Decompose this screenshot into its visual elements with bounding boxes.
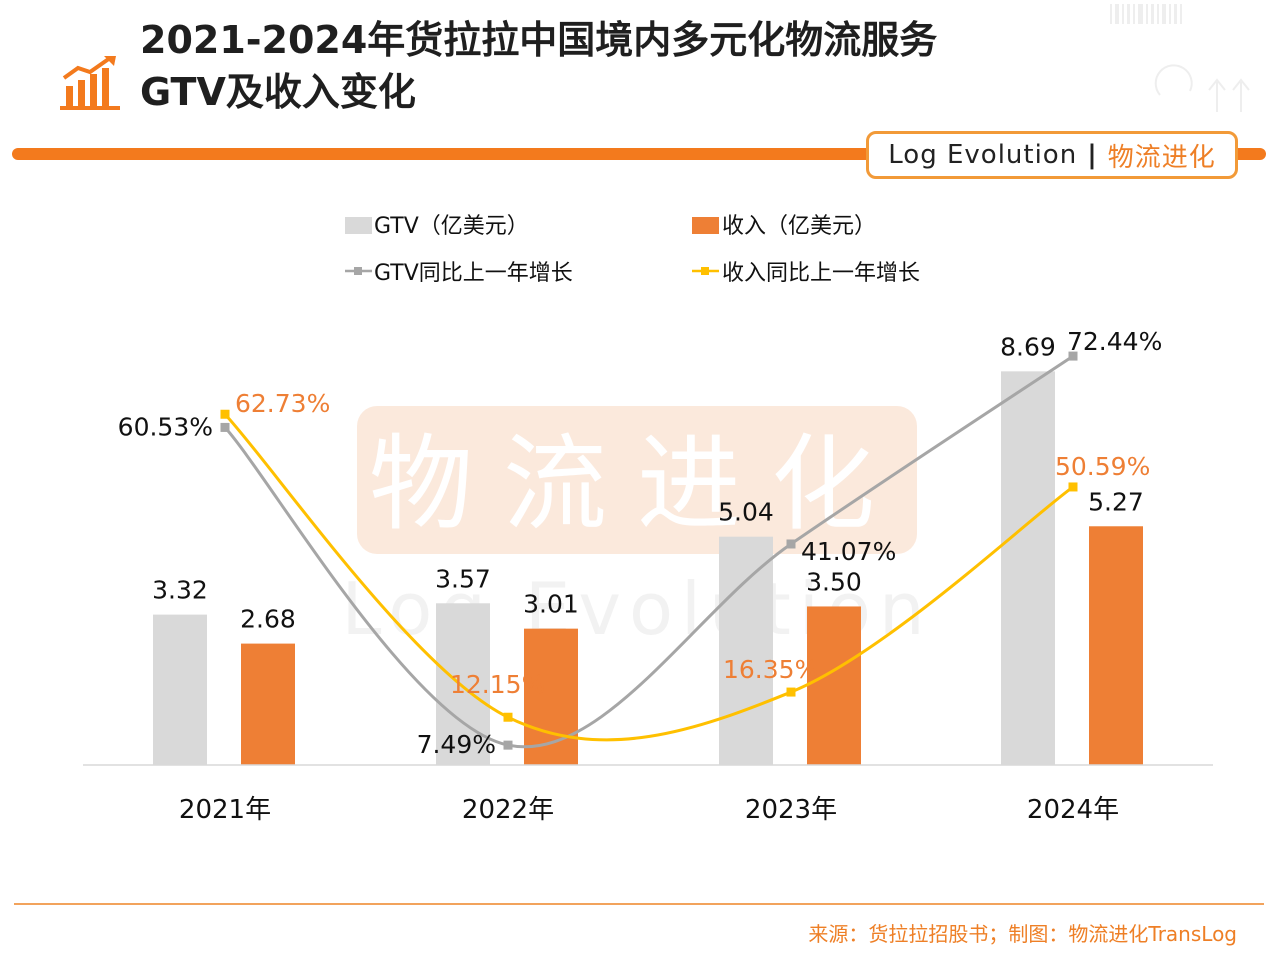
x-tick-label-3: 2024年 [1027, 795, 1119, 825]
marker-revenue-growth-3 [1068, 482, 1078, 492]
data-label-revenue-growth-2: 16.35% [723, 655, 818, 684]
marker-gtv-growth-1 [503, 740, 513, 750]
marker-revenue-growth-0 [220, 409, 230, 419]
data-label-gtv-0: 3.32 [152, 576, 208, 605]
legend-swatch-revenue [692, 217, 719, 234]
x-tick-label-0: 2021年 [179, 795, 271, 825]
bar-revenue-2 [807, 606, 861, 765]
data-labels: 3.32 3.57 5.04 8.69 2.68 3.01 3.50 5.27 60.53% 7.… [118, 327, 1163, 759]
marker-revenue-growth-2 [786, 687, 796, 697]
marker-revenue-growth-1 [503, 712, 513, 722]
line-gtv-growth [223, 354, 1074, 749]
data-label-gtv-growth-0: 60.53% [118, 412, 213, 441]
watermark-text-cn: 物流进化 [369, 423, 905, 545]
brand-separator: | [1087, 140, 1098, 170]
bar-gtv-2 [719, 536, 773, 765]
x-axis-ticks: 2021年 2022年 2023年 2024年 [179, 795, 1119, 825]
chart-title: 2021-2024年货拉拉中国境内多元化物流服务 GTV及收入变化 [140, 14, 937, 118]
bar-chart-icon [60, 56, 120, 110]
legend-label-gtv: GTV（亿美元） [374, 214, 529, 239]
watermark-box [357, 406, 917, 554]
data-label-gtv-1: 3.57 [435, 564, 491, 593]
marker-gtv-growth-3 [1068, 351, 1078, 361]
bar-revenue-0 [241, 643, 295, 765]
bar-gtv-0 [153, 614, 207, 765]
marker-gtv-growth-0 [220, 422, 230, 432]
data-label-gtv-growth-2: 41.07% [801, 537, 896, 566]
legend-label-revenue-growth: 收入同比上一年增长 [722, 261, 920, 286]
data-label-revenue-2: 3.50 [806, 567, 862, 596]
data-label-revenue-0: 2.68 [240, 605, 296, 634]
legend-label-gtv-growth: GTV同比上一年增长 [374, 261, 573, 286]
brand-name-en: Log Evolution [888, 140, 1078, 170]
data-label-gtv-2: 5.04 [718, 498, 774, 527]
legend-swatch-gtv [345, 217, 372, 234]
brand-name-cn: 物流进化 [1107, 142, 1216, 173]
data-label-revenue-1: 3.01 [523, 590, 579, 619]
shipping-label-watermark [1110, 4, 1250, 112]
marker-gtv-growth-2 [786, 539, 796, 549]
legend-label-revenue: 收入（亿美元） [722, 214, 876, 239]
bar-series [153, 371, 1143, 765]
bar-gtv-1 [436, 603, 490, 765]
source-note: 来源：货拉拉招股书；制图：物流进化TransLog [808, 922, 1237, 946]
line-series [220, 351, 1078, 750]
data-label-gtv-growth-1: 7.49% [417, 730, 496, 759]
legend-marker-gtv-growth [354, 267, 362, 275]
x-tick-label-2: 2023年 [745, 795, 837, 825]
chart-title-line2: GTV及收入变化 [140, 70, 416, 114]
data-label-revenue-3: 5.27 [1088, 487, 1144, 516]
bar-revenue-3 [1089, 526, 1143, 765]
line-revenue-growth [223, 413, 1074, 742]
legend-marker-revenue-growth [701, 267, 709, 275]
legend: GTV（亿美元） 收入（亿美元） GTV同比上一年增长 收入同比上一年增长 [345, 214, 920, 286]
brand-logo: Log Evolution | 物流进化 [866, 131, 1238, 179]
data-label-revenue-growth-1: 12.15% [450, 670, 545, 699]
bar-gtv-3 [1001, 371, 1055, 765]
data-label-gtv-3: 8.69 [1000, 332, 1056, 361]
footer-divider [14, 903, 1264, 905]
x-tick-label-1: 2022年 [462, 795, 554, 825]
data-label-revenue-growth-0: 62.73% [235, 389, 330, 418]
chart: 物流进化 Log Evolution GTV（亿美元） 收入（亿美元） GTV同… [83, 214, 1213, 825]
data-label-revenue-growth-3: 50.59% [1055, 452, 1150, 481]
data-label-gtv-growth-3: 72.44% [1067, 327, 1162, 356]
chart-title-line1: 2021-2024年货拉拉中国境内多元化物流服务 [140, 18, 938, 62]
